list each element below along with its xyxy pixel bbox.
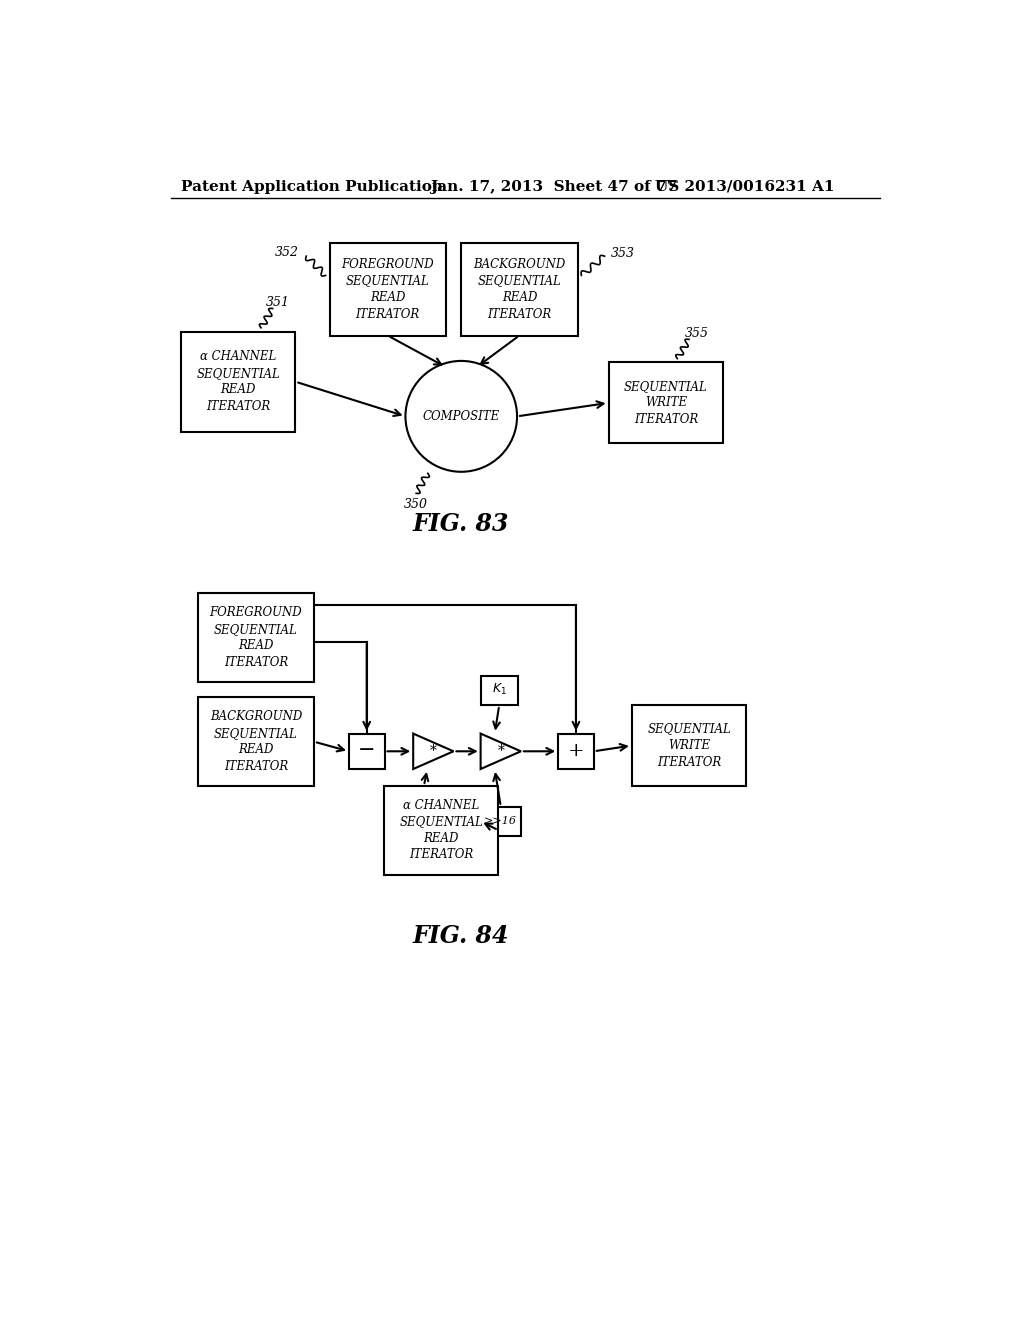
Bar — [558, 734, 594, 770]
Text: SEQUENTIAL
WRITE
ITERATOR: SEQUENTIAL WRITE ITERATOR — [647, 722, 731, 768]
Text: 355: 355 — [685, 326, 709, 339]
Text: 352: 352 — [274, 246, 299, 259]
Bar — [480, 807, 521, 836]
Text: 353: 353 — [610, 247, 635, 260]
Bar — [349, 734, 385, 770]
Text: BACKGROUND
SEQUENTIAL
READ
ITERATOR: BACKGROUND SEQUENTIAL READ ITERATOR — [473, 257, 565, 321]
Bar — [180, 331, 295, 432]
Text: Patent Application Publication: Patent Application Publication — [180, 180, 442, 194]
Text: Jan. 17, 2013  Sheet 47 of 77: Jan. 17, 2013 Sheet 47 of 77 — [430, 180, 678, 194]
Polygon shape — [414, 734, 454, 770]
Bar — [461, 243, 578, 335]
Text: *: * — [498, 744, 504, 758]
Bar — [330, 243, 445, 335]
Text: US 2013/0016231 A1: US 2013/0016231 A1 — [655, 180, 835, 194]
Text: $K_1$: $K_1$ — [492, 682, 507, 697]
Text: COMPOSITE: COMPOSITE — [423, 409, 500, 422]
Bar — [632, 705, 746, 785]
Bar — [608, 363, 723, 444]
Bar — [480, 676, 518, 705]
Text: FOREGROUND
SEQUENTIAL
READ
ITERATOR: FOREGROUND SEQUENTIAL READ ITERATOR — [341, 257, 434, 321]
Text: FIG. 84: FIG. 84 — [413, 924, 510, 948]
Text: SEQUENTIAL
WRITE
ITERATOR: SEQUENTIAL WRITE ITERATOR — [624, 380, 708, 426]
Text: α CHANNEL
SEQUENTIAL
READ
ITERATOR: α CHANNEL SEQUENTIAL READ ITERATOR — [197, 350, 280, 413]
Text: >>16: >>16 — [484, 816, 517, 826]
Text: +: + — [567, 742, 585, 759]
Text: BACKGROUND
SEQUENTIAL
READ
ITERATOR: BACKGROUND SEQUENTIAL READ ITERATOR — [210, 710, 302, 774]
Text: α CHANNEL
SEQUENTIAL
READ
ITERATOR: α CHANNEL SEQUENTIAL READ ITERATOR — [399, 799, 483, 862]
Text: FIG. 83: FIG. 83 — [413, 512, 510, 536]
Bar — [198, 594, 314, 682]
Circle shape — [406, 360, 517, 471]
Polygon shape — [480, 734, 521, 770]
Text: FOREGROUND
SEQUENTIAL
READ
ITERATOR: FOREGROUND SEQUENTIAL READ ITERATOR — [210, 606, 302, 669]
Text: *: * — [430, 744, 437, 758]
Bar — [198, 697, 314, 785]
Text: 351: 351 — [266, 296, 290, 309]
Bar — [384, 785, 499, 875]
Text: 350: 350 — [403, 498, 427, 511]
Text: −: − — [358, 741, 376, 760]
